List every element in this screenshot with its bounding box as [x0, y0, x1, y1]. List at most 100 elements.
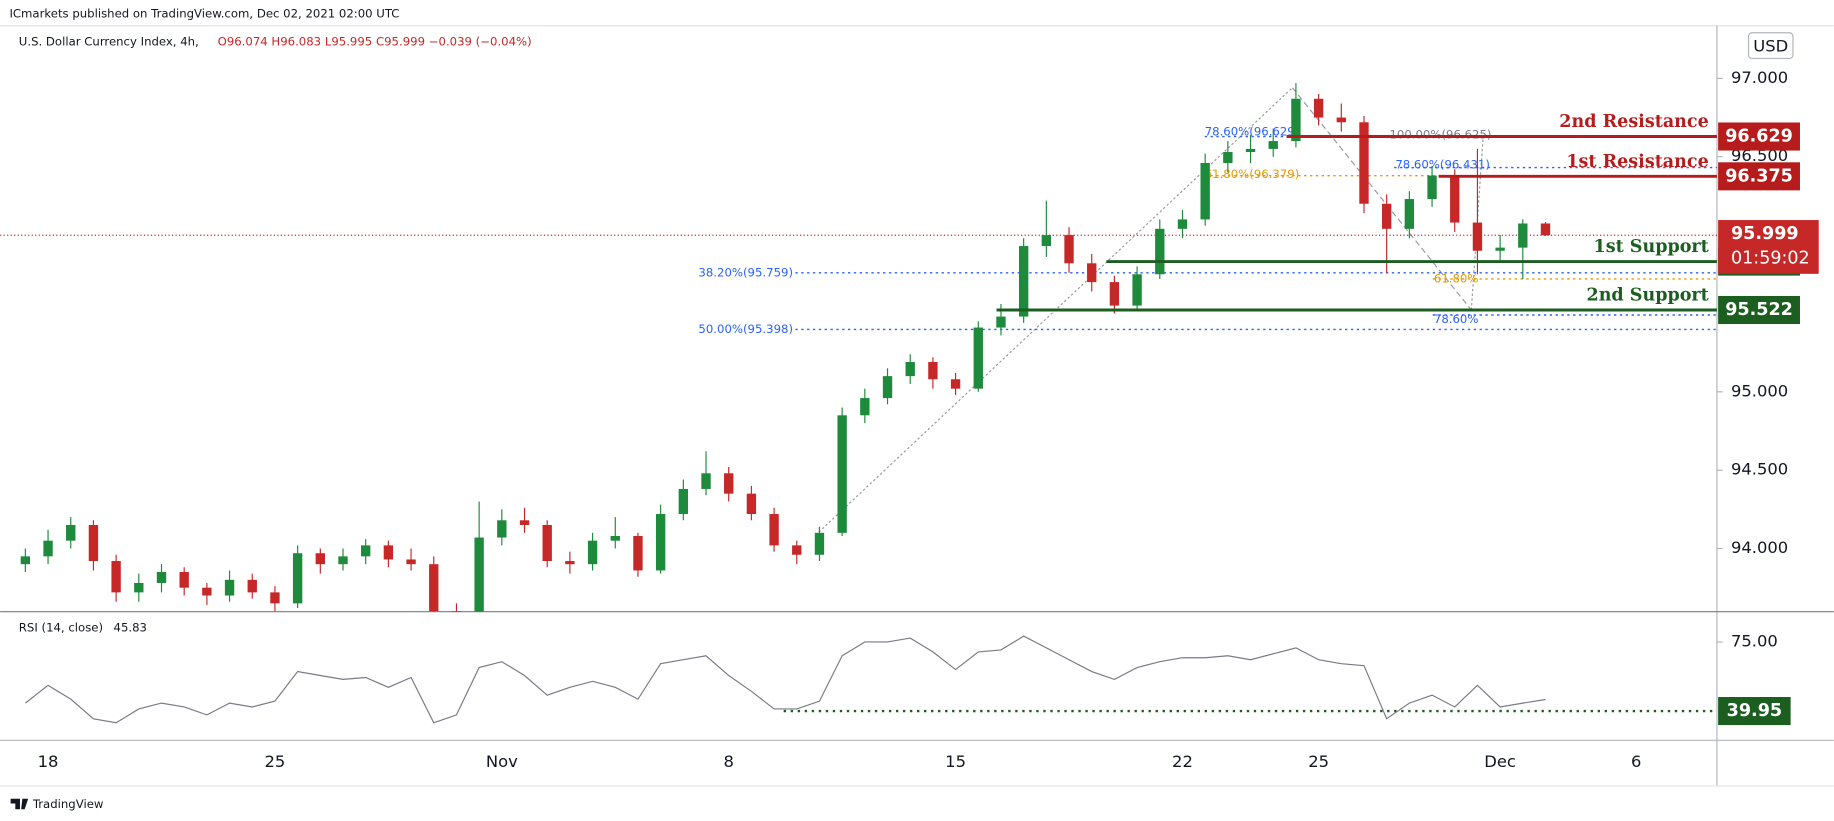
candle-body — [202, 587, 212, 596]
candle-body — [451, 611, 462, 612]
candle-body — [1540, 223, 1551, 236]
candle-body — [247, 579, 257, 593]
candle-body — [587, 540, 598, 565]
fib-label: 50.00%(95.398) — [698, 322, 793, 336]
candle-body — [1291, 98, 1301, 142]
candle-body — [633, 535, 643, 571]
candle-body — [1336, 117, 1346, 123]
candle-body — [1041, 235, 1052, 247]
candle-body — [610, 535, 620, 541]
candle-body — [88, 524, 99, 562]
candle-body — [1495, 247, 1505, 251]
candle-body — [497, 520, 507, 538]
fib-label: 38.20%(95.759) — [698, 265, 793, 279]
candle-body — [1518, 223, 1528, 248]
candle-body — [20, 556, 31, 565]
fib-label: 78.60%(96.431) — [1395, 158, 1490, 172]
level-box — [1718, 162, 1800, 191]
candle-body — [1018, 246, 1029, 317]
x-tick-label: Dec — [1484, 752, 1516, 771]
plot-area: 78.60%(96.629) 61.80%(96.379) 38.20%(95.75… — [0, 83, 1717, 612]
candle-body — [1223, 152, 1233, 164]
fib-label: 100.00%(96.625) — [1389, 127, 1491, 141]
candle-body — [928, 362, 938, 380]
candle-body — [519, 520, 530, 525]
candle-body — [1268, 141, 1278, 149]
candle-body — [905, 362, 915, 377]
level-name: 2nd Support — [1586, 285, 1709, 305]
y-tick-label: 94.500 — [1731, 460, 1788, 479]
level-box — [1718, 122, 1800, 151]
candle-body — [950, 379, 961, 389]
candle-body — [1087, 263, 1097, 283]
candle-body — [1404, 199, 1415, 229]
fib-label: 78.60%(96.629) — [1205, 124, 1300, 138]
fib-label: 61.80% — [1434, 271, 1479, 285]
y-tick-label: 97.000 — [1731, 68, 1788, 87]
candle-body — [383, 545, 394, 560]
candle-body — [224, 579, 235, 596]
candle-body — [338, 556, 348, 565]
candle-body — [1064, 235, 1074, 264]
candle-body — [1155, 228, 1165, 275]
candle-body — [837, 415, 847, 533]
rsi-title: RSI (14, close) — [19, 621, 103, 635]
candle-body — [1313, 98, 1324, 118]
footer: TradingView — [32, 797, 104, 811]
candle-body — [724, 473, 734, 494]
candle-body — [1200, 163, 1210, 220]
level-value: 95.522 — [1725, 300, 1793, 320]
currency-box — [1747, 32, 1794, 60]
y-tick-label: 96.500 — [1731, 146, 1788, 165]
candle-body — [1177, 219, 1188, 229]
candle-body — [678, 488, 689, 515]
level-value: 96.375 — [1725, 166, 1793, 186]
candle-body — [156, 572, 167, 583]
candle-body — [1427, 175, 1437, 200]
rsi-tick-label: 75.00 — [1731, 631, 1778, 650]
candle-body — [814, 532, 825, 555]
candle-body — [179, 572, 189, 588]
candle-body — [134, 582, 144, 593]
candle-body — [270, 592, 280, 604]
symbol: U.S. Dollar Currency Index, 4h, — [19, 35, 199, 49]
rsi-line — [25, 635, 1546, 724]
rsi-level-value: 39.95 — [1727, 701, 1782, 721]
candle-body — [655, 514, 666, 571]
candle-body — [565, 561, 575, 565]
candle-body — [1450, 175, 1460, 223]
publisher: ICmarkets published on TradingView.com, … — [9, 7, 399, 21]
candle-body — [769, 514, 779, 546]
last-price: 95.999 — [1731, 224, 1799, 244]
y-tick-label: 94.000 — [1731, 538, 1788, 557]
x-tick-label: 15 — [945, 752, 966, 771]
x-tick-label: Nov — [486, 752, 518, 771]
candle-body — [882, 376, 893, 399]
candle-body — [406, 559, 416, 565]
candle-body — [361, 545, 371, 557]
currency: USD — [1753, 36, 1788, 55]
candle-body — [292, 553, 303, 604]
candle-body — [701, 473, 711, 489]
level-value: 96.629 — [1725, 127, 1793, 147]
candle-body — [746, 493, 757, 515]
candle-body — [792, 545, 802, 555]
candle-body — [43, 540, 53, 557]
level-name: 2nd Resistance — [1559, 112, 1708, 132]
last-price-box — [1718, 220, 1819, 274]
fib-label: 78.60% — [1434, 312, 1479, 326]
candle-body — [996, 316, 1006, 328]
level-box — [1718, 295, 1800, 325]
candle-body — [66, 524, 76, 541]
candle-body — [1359, 122, 1369, 204]
candle-body — [542, 524, 552, 562]
rsi-last: 45.83 — [114, 621, 147, 635]
y-tick-label: 95.000 — [1731, 381, 1788, 400]
x-tick-label: 8 — [723, 752, 733, 771]
level-name: 1st Resistance — [1566, 152, 1708, 172]
tv-logo — [10, 798, 29, 810]
candle-body — [1109, 282, 1120, 306]
fib-label: 61.80%(96.379) — [1205, 167, 1300, 181]
